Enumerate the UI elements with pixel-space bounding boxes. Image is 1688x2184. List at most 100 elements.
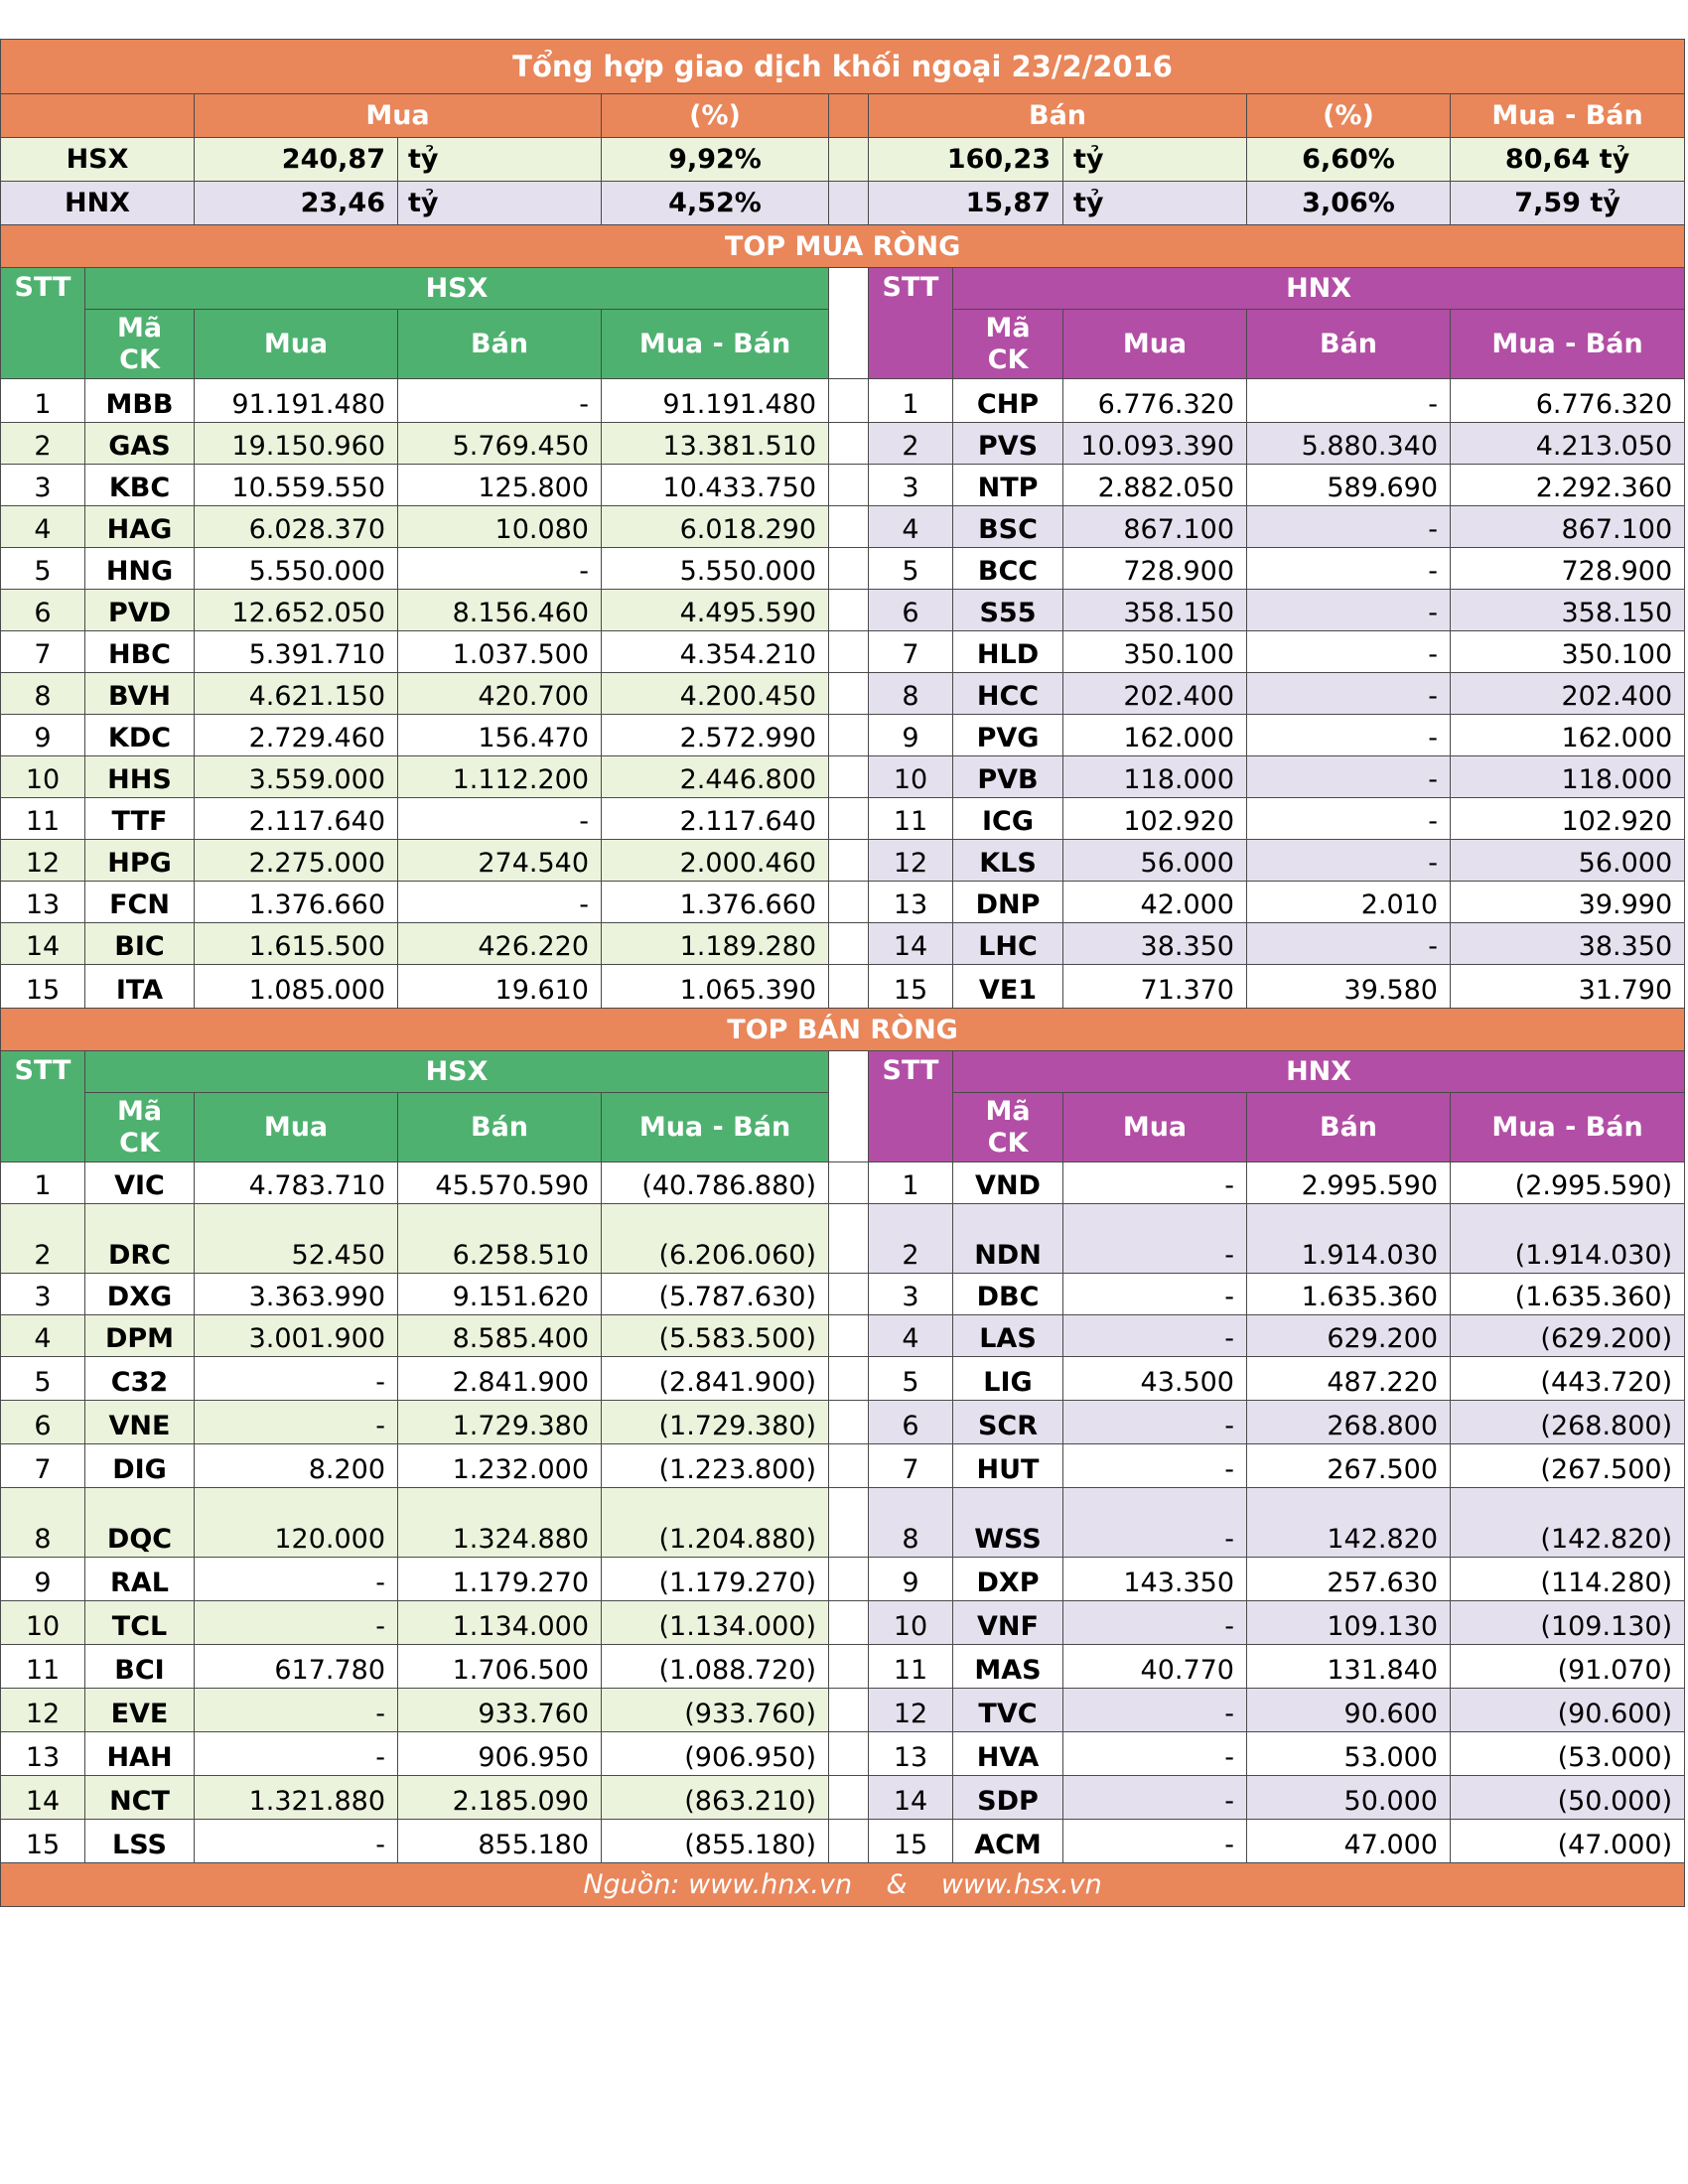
stt-cell: 8 [868,672,953,715]
stt-cell: 14 [0,1775,85,1820]
net-cell: 1.376.660 [601,881,829,923]
top_sell-row: 3 DXG 3.363.990 9.151.620 (5.787.630) 3 DBC -1.… [0,1273,1686,1315]
buy-cell: - [194,1400,398,1444]
summary-exchange: HNX [0,181,195,225]
buy-cell: 40.770 [1062,1644,1247,1689]
buy-cell: - [1062,1487,1247,1558]
top_sell-header-row-2: Mã CK Mua Bán Mua - Bán Mã CK Mua Bán Mua - Bán [1,1092,1686,1162]
buy-cell: 4.783.710 [194,1161,398,1204]
stt-cell: 11 [0,797,85,840]
stt-cell: 10 [868,1600,953,1645]
net-cell: (1.729.380) [601,1400,829,1444]
sell-cell: 1.134.000 [397,1600,602,1645]
stt-cell: 11 [868,797,953,840]
net-cell: (1.088.720) [601,1644,829,1689]
top_sell-row: 12 EVE -933.760 (933.760) 12 TVC -90.600 (90.60… [0,1688,1686,1732]
ticker-header: Mã CK [84,309,195,379]
column-gap [828,505,869,548]
ticker-cell: SCR [952,1400,1063,1444]
top_buy-row: 9 KDC 2.729.460 156.470 2.572.990 9 PVG 162.000… [0,714,1686,756]
top_sell-row: 13 HAH -906.950 (906.950) 13 HVA -53.000 (53.00… [0,1731,1686,1776]
ticker-cell: NTP [952,464,1063,506]
ticker-cell: TCL [84,1600,195,1645]
net-cell: (1.635.360) [1449,1273,1686,1315]
net-cell: (1.204.880) [601,1487,829,1558]
stt-cell: 9 [0,714,85,756]
ticker-header-line1: Mã [116,1095,163,1127]
buy-cell: - [1062,1600,1247,1645]
ticker-cell: NCT [84,1775,195,1820]
top_buy-row: 10 HHS 3.559.000 1.112.200 2.446.800 10 PVB 118… [0,755,1686,798]
net-cell: (6.206.060) [601,1203,829,1274]
stt-cell: 12 [868,1688,953,1732]
sell-cell: 1.037.500 [397,630,602,673]
buy-cell: 42.000 [1062,881,1247,923]
top_buy-row: 1 MBB 91.191.480-91.191.480 1 CHP 6.776.320-6… [0,378,1686,423]
stt-cell: 7 [0,630,85,673]
top-sell-title: TOP BÁN RÒNG [0,1008,1686,1051]
net-cell: (1.179.270) [601,1557,829,1601]
buy-cell: 350.100 [1062,630,1247,673]
stt-cell: 4 [0,505,85,548]
ticker-cell: HNG [84,547,195,590]
ticker-cell: HBC [84,630,195,673]
column-gap [828,547,869,590]
sell-cell: - [1246,630,1451,673]
top_sell-row: 15 LSS -855.180 (855.180) 15 ACM -47.000 (47.00… [0,1819,1686,1863]
top_buy-row: 14 BIC 1.615.500 426.220 1.189.280 14 LHC 38.35… [0,922,1686,965]
top_sell-row: 10 TCL -1.134.000 (1.134.000) 10 VNF -109.130(… [0,1600,1686,1645]
hnx-header: HNX [951,1050,1686,1093]
stt-cell: 8 [868,1487,953,1558]
ticker-cell: HPG [84,839,195,882]
net-cell: (114.280) [1449,1557,1686,1601]
summary-row-hnx: HNX 23,46 tỷ 4,52% 15,87 tỷ 3,06% 7,59 tỷ [0,181,1686,225]
stt-cell: 13 [868,1731,953,1776]
buy-cell: - [1062,1819,1247,1863]
stt-cell: 1 [868,378,953,423]
buy-cell: 3.559.000 [194,755,398,798]
ticker-cell: EVE [84,1688,195,1732]
stt-cell: 1 [868,1161,953,1204]
buy-cell: 162.000 [1062,714,1247,756]
buy-cell: - [194,1819,398,1863]
sell-cell: - [1246,755,1451,798]
buy-cell: 43.500 [1062,1356,1247,1401]
top_sell-row: 4 DPM 3.001.900 8.585.400 (5.583.500) 4 LAS -62… [0,1314,1686,1357]
summary-header-gap [828,93,869,138]
sell-cell: - [1246,714,1451,756]
ticker-cell: ACM [952,1819,1063,1863]
ticker-cell: KLS [952,839,1063,882]
column-gap [828,267,869,379]
stt-header: STT [868,1050,953,1162]
buy-cell: 202.400 [1062,672,1247,715]
net-cell: 39.990 [1449,881,1686,923]
sell-cell: 2.010 [1246,881,1451,923]
net-cell: (2.841.900) [601,1356,829,1401]
sell-cell: 1.635.360 [1246,1273,1451,1315]
sell-cell: - [397,378,602,423]
ticker-header: Mã CK [952,1092,1063,1162]
buy-cell: - [1062,1443,1247,1488]
buy-cell: 6.776.320 [1062,378,1247,423]
buy-cell: 3.363.990 [194,1273,398,1315]
net-cell: 4.354.210 [601,630,829,673]
net-cell: (855.180) [601,1819,829,1863]
buy-cell: - [194,1356,398,1401]
ticker-cell: MAS [952,1644,1063,1689]
stt-cell: 11 [0,1644,85,1689]
stt-header: STT [0,267,85,379]
stt-cell: 15 [868,1819,953,1863]
sell-header: Bán [1246,1092,1451,1162]
summary-buy-unit: tỷ [397,137,602,182]
net-cell: 4.495.590 [601,589,829,631]
net-cell: (142.820) [1449,1487,1686,1558]
buy-cell: 3.001.900 [194,1314,398,1357]
sell-cell: 933.760 [397,1688,602,1732]
net-cell: (267.500) [1449,1443,1686,1488]
summary-net: 80,64 tỷ [1449,137,1686,182]
buy-cell: 1.615.500 [194,922,398,965]
ticker-cell: RAL [84,1557,195,1601]
stt-cell: 2 [0,1203,85,1274]
ticker-cell: ICG [952,797,1063,840]
column-gap [828,839,869,882]
